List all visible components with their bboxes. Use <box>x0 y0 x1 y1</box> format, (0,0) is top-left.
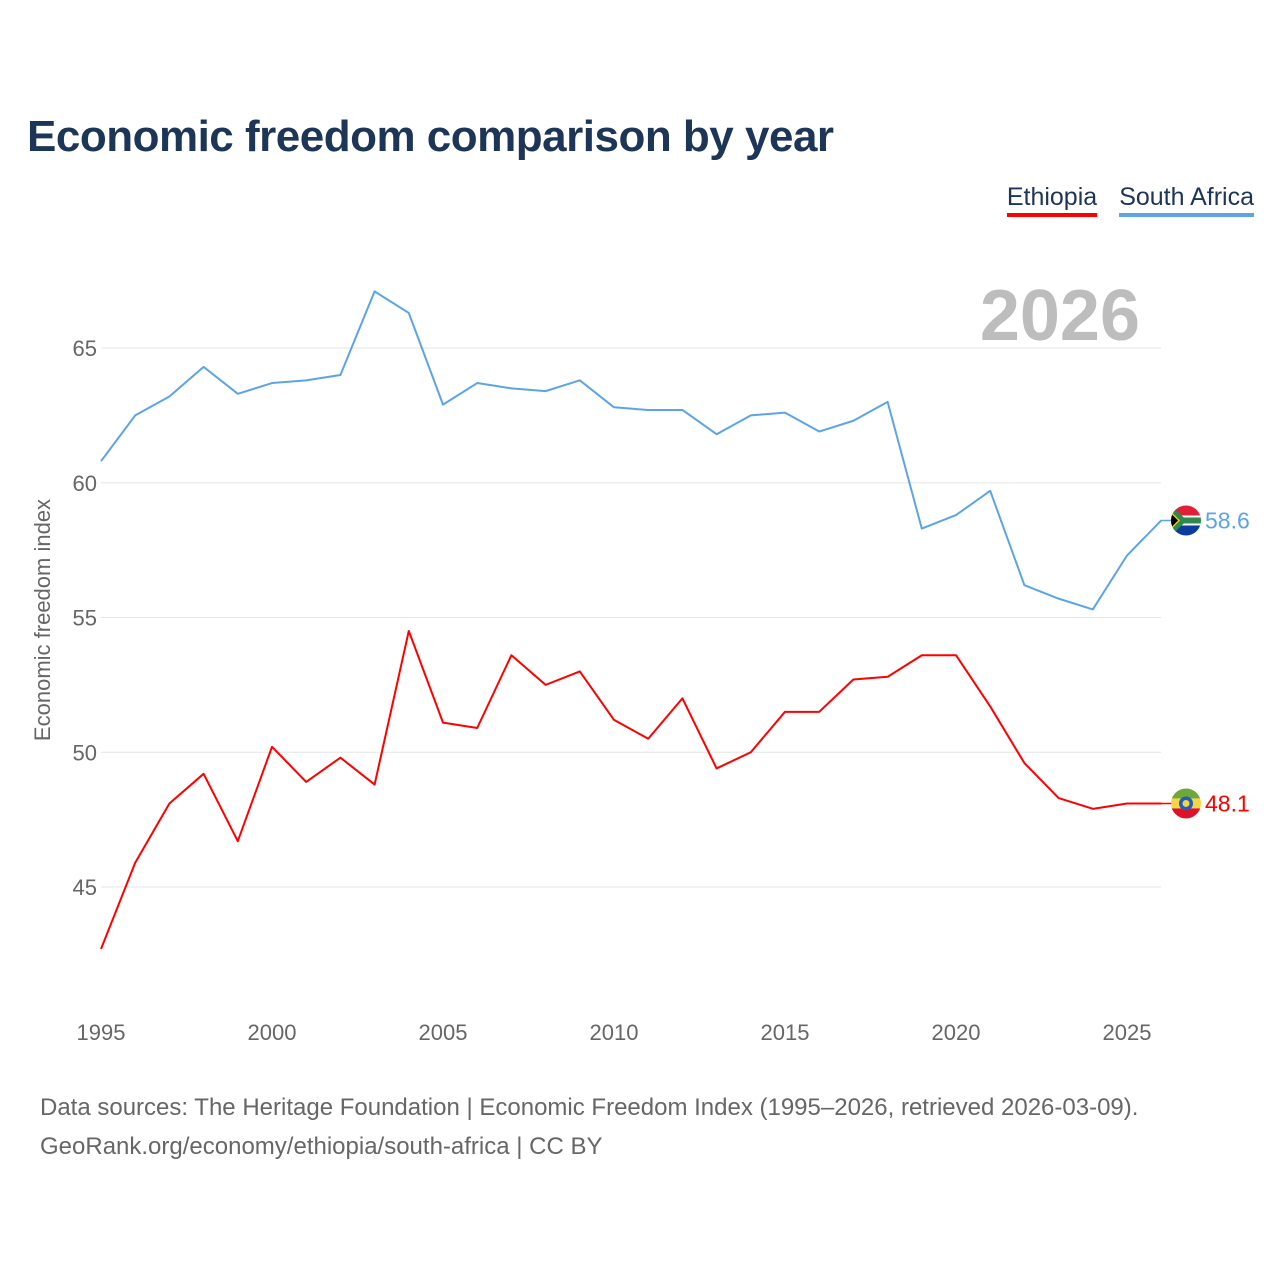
x-tick-label: 1995 <box>77 1020 126 1045</box>
y-tick-label: 65 <box>73 336 97 361</box>
x-tick-label: 2010 <box>590 1020 639 1045</box>
x-tick-label: 2005 <box>419 1020 468 1045</box>
y-tick-label: 50 <box>73 740 97 765</box>
source-line-1: Data sources: The Heritage Foundation | … <box>40 1094 1139 1121</box>
flag-stripe <box>1171 808 1201 819</box>
legend-ethiopia[interactable]: Ethiopia <box>1006 183 1098 217</box>
year-watermark: 2026 <box>980 276 1140 356</box>
flag-stripe <box>1171 788 1201 799</box>
flag <box>1171 788 1201 819</box>
x-tick-label: 2015 <box>761 1020 810 1045</box>
chart-title: Economic freedom comparison by year <box>27 112 834 161</box>
y-tick-label: 60 <box>73 471 97 496</box>
flag <box>1171 505 1201 536</box>
ethiopia-flag-icon <box>1171 788 1201 819</box>
y-axis-label: Economic freedom index <box>30 499 55 741</box>
y-tick-label: 45 <box>73 875 97 900</box>
x-tick-label: 2000 <box>248 1020 297 1045</box>
series-line-south-africa <box>100 290 1162 611</box>
y-tick-label: 55 <box>73 606 97 631</box>
south-africa-flag-icon <box>1171 505 1201 536</box>
flag-star <box>1182 799 1190 807</box>
source-line-2: GeoRank.org/economy/ethiopia/south-afric… <box>40 1133 603 1160</box>
end-value-label: 48.1 <box>1205 790 1250 816</box>
series-line-ethiopia <box>100 629 1162 950</box>
legend-south-africa[interactable]: South Africa <box>1119 183 1254 217</box>
x-tick-label: 2020 <box>932 1020 981 1045</box>
x-tick-label: 2025 <box>1103 1020 1152 1045</box>
legend: Ethiopia South Africa <box>1006 183 1254 217</box>
source-note: Data sources: The Heritage Foundation | … <box>40 1088 1138 1166</box>
end-value-label: 58.6 <box>1205 507 1250 533</box>
flag-triangle <box>1171 513 1178 528</box>
